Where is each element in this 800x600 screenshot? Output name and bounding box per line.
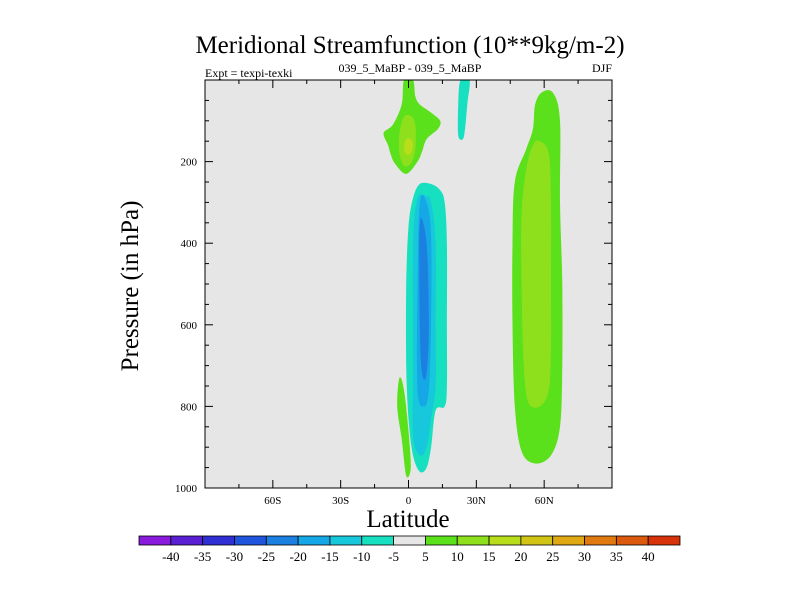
y-tick-label: 800 [181, 401, 198, 413]
colorbar-label: -15 [321, 549, 338, 564]
colorbar-swatch [425, 535, 458, 546]
colorbar-swatch [234, 535, 267, 546]
colorbar-swatch [202, 535, 235, 546]
colorbar-swatch [393, 535, 426, 546]
colorbar-swatch [138, 535, 172, 546]
contour-fills [383, 80, 563, 478]
colorbar-label: -35 [194, 549, 211, 564]
colorbar: -40 -35 -30 -25 -20 -15 -10 -5 5 10 15 20 25 30 35 40 [138, 535, 681, 564]
colorbar-label: 15 [483, 549, 496, 564]
colorbar-label: 10 [451, 549, 464, 564]
colorbar-label: -5 [388, 549, 399, 564]
colorbar-swatch [615, 535, 649, 546]
colorbar-swatch [297, 535, 331, 546]
x-axis-label: Latitude [366, 506, 449, 533]
colorbar-label: 5 [422, 549, 429, 564]
contour-surface-green-strip [397, 377, 411, 478]
chart-subtitle-center: 039_5_MaBP - 039_5_MaBP [339, 61, 482, 75]
colorbar-label: -30 [226, 549, 243, 564]
colorbar-swatch [584, 535, 617, 546]
colorbar-label: 40 [642, 549, 655, 564]
colorbar-label: 25 [546, 549, 559, 564]
contour-southern-cell-core [419, 217, 429, 380]
colorbar-swatch [329, 535, 363, 546]
y-tick-label: 1000 [175, 483, 198, 495]
chart-subtitle-right: DJF [592, 61, 612, 75]
colorbar-label: 30 [578, 549, 591, 564]
colorbar-label: 20 [514, 549, 527, 564]
colorbar-swatch [265, 535, 299, 546]
colorbar-label: -25 [258, 549, 275, 564]
y-tick-label: 600 [181, 320, 198, 332]
colorbar-label: -10 [353, 549, 370, 564]
y-axis-label: Pressure (in hPa) [117, 201, 144, 372]
colorbar-swatch [361, 535, 394, 546]
x-tick-label: 0 [406, 495, 412, 507]
y-tick-label: 400 [181, 238, 198, 250]
chart-title: Meridional Streamfunction (10**9kg/m-2) [195, 32, 624, 59]
colorbar-swatch [552, 535, 585, 546]
colorbar-swatch [456, 535, 490, 546]
x-axis-ticks: 60S 30S 0 30N 60N [204, 80, 613, 507]
colorbar-swatch [520, 535, 554, 546]
y-tick-label: 200 [181, 157, 198, 169]
colorbar-label: 35 [610, 549, 623, 564]
colorbar-swatch [488, 535, 522, 546]
y-axis-ticks: 200 400 600 800 1000 [175, 79, 612, 495]
colorbar-label: -40 [162, 549, 179, 564]
colorbar-label: -20 [289, 549, 306, 564]
contour-northern-cell-yellowgreen [521, 140, 552, 408]
colorbar-swatch [647, 535, 681, 546]
contour-polar-upper-yellow [404, 138, 413, 155]
chart-subtitle-left: Expt = texpi-texki [205, 66, 293, 80]
contour-upper-cyan-patch [457, 80, 470, 140]
x-tick-label: 30N [467, 495, 486, 507]
x-tick-label: 60S [264, 495, 281, 507]
x-tick-label: 60N [535, 495, 554, 507]
x-tick-label: 30S [332, 495, 349, 507]
colorbar-swatch [170, 535, 204, 546]
